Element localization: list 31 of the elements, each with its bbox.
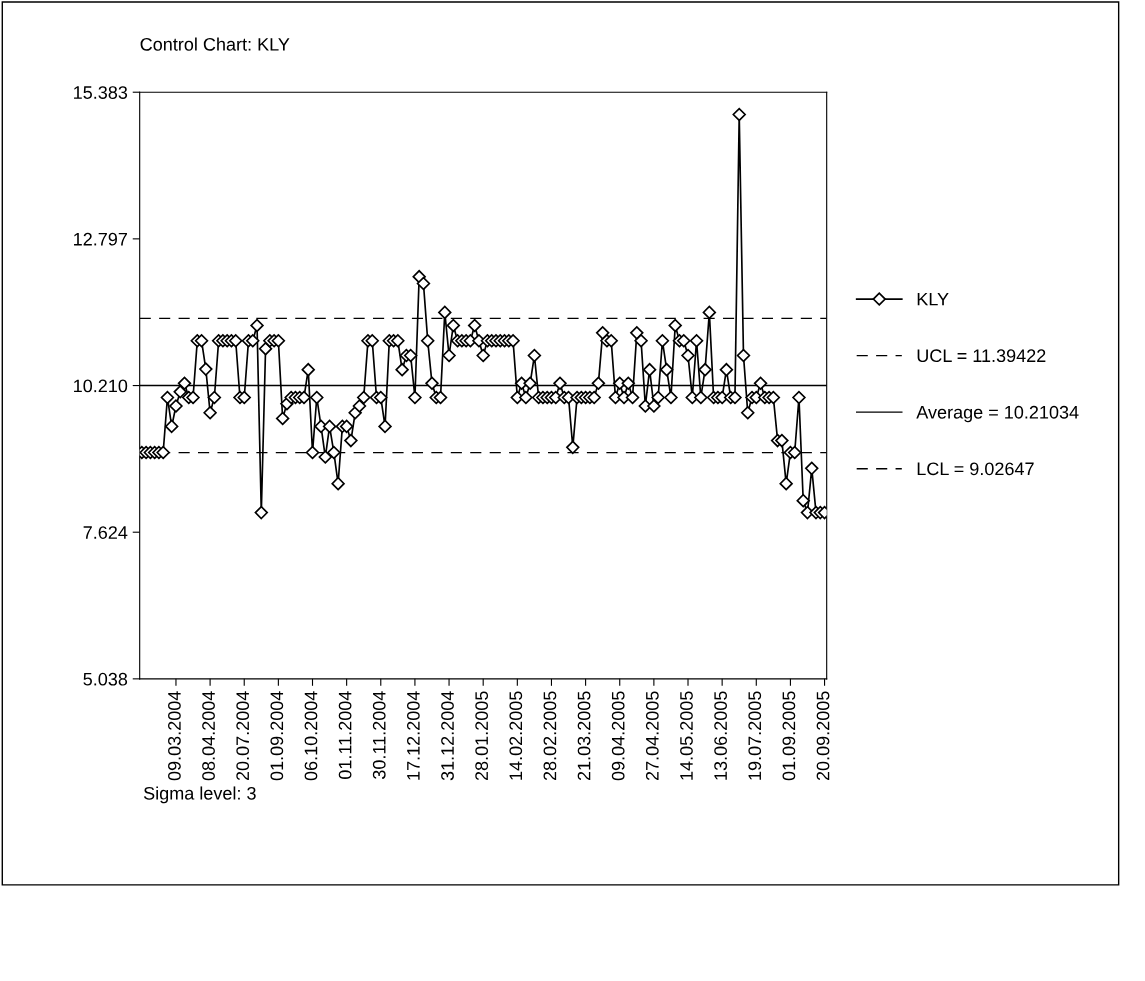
x-tick-label: 27.04.2005	[645, 691, 659, 781]
legend-label: LCL = 9.02647	[917, 462, 1034, 476]
x-tick-label: 28.02.2005	[543, 691, 557, 781]
x-tick-label: 01.11.2004	[338, 691, 352, 779]
x-tick-label: 14.05.2005	[680, 691, 693, 780]
x-tick-label: 14.02.2005	[509, 691, 523, 780]
y-tick-label: 10.210	[74, 379, 128, 393]
x-tick-label: 08.04.2004	[202, 691, 215, 781]
chart-title: Control Chart: KLY	[140, 37, 290, 51]
x-tick-label: 01.09.2004	[270, 691, 284, 781]
x-tick-label: 20.07.2004	[236, 691, 250, 781]
legend-label: Average = 10.21034	[916, 405, 1079, 423]
x-tick-label: 31.12.2004	[441, 691, 454, 781]
x-tick-label: 30.11.2004	[372, 691, 386, 779]
x-tick-label: 21.03.2005	[577, 691, 591, 781]
x-tick-label: 13.06.2005	[714, 691, 727, 780]
legend-label: UCL = 11.39422	[917, 349, 1046, 363]
x-tick-label: 20.09.2005	[816, 691, 830, 781]
y-tick-label: 5.038	[83, 672, 128, 686]
x-tick-label: 06.10.2004	[304, 691, 318, 781]
y-tick-label: 12.797	[74, 232, 127, 246]
y-tick-label: 7.624	[83, 526, 128, 539]
x-tick-label: 17.12.2004	[406, 691, 420, 780]
legend-label: KLY	[917, 292, 949, 306]
y-tick-label: 15.383	[74, 86, 128, 99]
x-tick-label: 09.04.2005	[611, 691, 625, 781]
x-tick-label: 19.07.2005	[748, 691, 762, 780]
x-tick-label: 01.09.2005	[782, 691, 796, 781]
x-tick-label: 09.03.2004	[168, 691, 181, 781]
text: Sigma level: 3	[143, 786, 256, 804]
x-tick-label: 28.01.2005	[475, 691, 489, 781]
